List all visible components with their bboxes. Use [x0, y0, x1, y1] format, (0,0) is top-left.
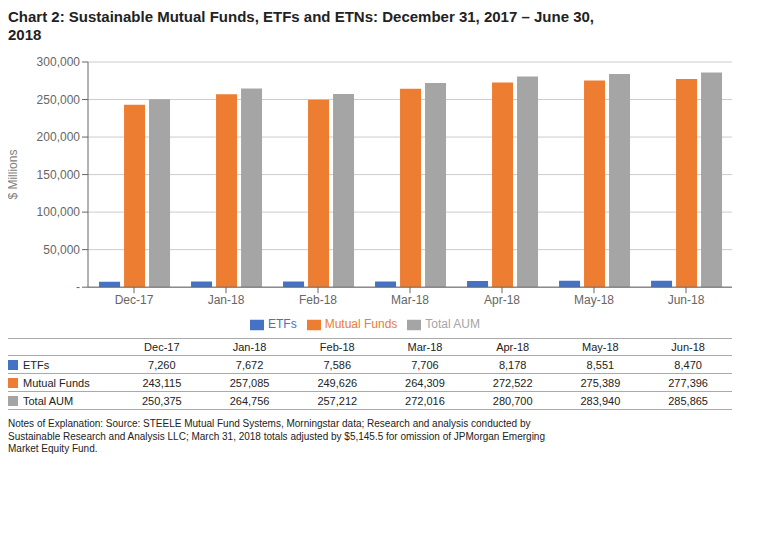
html-text:Jan-18: Jan-18 [232, 341, 267, 353]
html-text:ETFs: ETFs [268, 317, 297, 332]
html-text:264,756: 264,756 [229, 394, 270, 407]
svg-text:250,000: 250,000 [37, 93, 81, 107]
svg-text:100,000: 100,000 [37, 205, 81, 219]
html-text:Total AUM: Total AUM [425, 317, 480, 332]
html-text:243,115: 243,115 [142, 376, 182, 389]
html-text:Apr-18: Apr-18 [496, 341, 530, 353]
html-text:272,016: 272,016 [405, 394, 445, 407]
html-text:7,706: 7,706 [411, 358, 439, 371]
html-text:257,085: 257,085 [229, 376, 270, 389]
html-text:ETFs: ETFs [23, 359, 50, 372]
html-text:275,389: 275,389 [580, 376, 621, 389]
html-text:8,470: 8,470 [674, 358, 702, 371]
svg-text:Feb-18: Feb-18 [299, 293, 337, 307]
html-text:May-18: May-18 [582, 341, 619, 353]
html-text:Mutual Funds: Mutual Funds [324, 317, 398, 332]
svg-text:Apr-18: Apr-18 [484, 293, 520, 307]
html-text:Mutual Funds: Mutual Funds [23, 377, 90, 390]
html-text:Notes of Explanation: Source:: Notes of Explanation: Source: STEELE Mut… [8, 418, 545, 455]
svg-text:150,000: 150,000 [37, 168, 81, 182]
svg-text:200,000: 200,000 [37, 130, 81, 144]
html-text:250,375: 250,375 [142, 394, 182, 407]
html-text:Jun-18: Jun-18 [671, 341, 705, 353]
html-text:249,626: 249,626 [317, 376, 358, 389]
svg-text:Dec-17: Dec-17 [115, 293, 154, 307]
html-text:272,522: 272,522 [492, 376, 533, 389]
html-text:Feb-18: Feb-18 [319, 341, 355, 353]
html-text:Chart 2: Sustainable Mutual Fu: Chart 2: Sustainable Mutual Funds, ETFs … [8, 8, 594, 43]
svg-text:Jun-18: Jun-18 [668, 293, 705, 307]
svg-text:-: - [76, 280, 80, 294]
svg-text:300,000: 300,000 [37, 55, 81, 69]
svg-text:$ Millions: $ Millions [8, 150, 20, 200]
html-text:285,865: 285,865 [668, 394, 708, 407]
html-text:7,260: 7,260 [148, 358, 176, 371]
svg-text:Jan-18: Jan-18 [208, 293, 245, 307]
html-text:283,940: 283,940 [580, 394, 621, 407]
html-text:264,309: 264,309 [405, 376, 445, 389]
html-text:277,396: 277,396 [668, 376, 708, 389]
svg-text:Mar-18: Mar-18 [391, 293, 429, 307]
html-text:7,586: 7,586 [323, 358, 351, 371]
html-text:257,212: 257,212 [317, 394, 358, 407]
svg-text:May-18: May-18 [574, 293, 614, 307]
html-text:Mar-18: Mar-18 [407, 341, 443, 353]
svg-text:50,000: 50,000 [43, 243, 80, 257]
html-text:Dec-17: Dec-17 [144, 341, 180, 353]
html-text:280,700: 280,700 [492, 394, 533, 407]
html-text:8,178: 8,178 [498, 358, 527, 371]
html-text:Total AUM: Total AUM [23, 395, 74, 408]
html-text:8,551: 8,551 [586, 358, 615, 371]
html-text:7,672: 7,672 [235, 358, 264, 371]
